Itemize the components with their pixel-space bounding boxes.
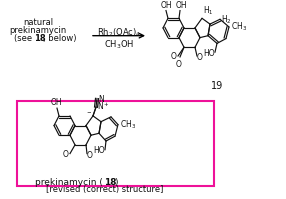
Text: (see: (see [14,34,35,43]
Text: OH: OH [175,1,187,10]
Text: natural: natural [23,18,53,27]
Text: OH: OH [160,1,172,10]
Text: O: O [171,53,177,61]
Text: 18: 18 [104,178,116,187]
Text: Rh$_2$(OAc)$_4$: Rh$_2$(OAc)$_4$ [97,27,141,39]
Text: N: N [98,95,104,104]
Text: ): ) [114,178,118,187]
Text: O: O [87,151,93,160]
Text: OH: OH [50,98,62,107]
Text: N$^+$: N$^+$ [97,100,110,112]
Text: O: O [197,53,203,62]
Text: [revised (correct) structure]: [revised (correct) structure] [46,185,164,194]
Text: H$_2$: H$_2$ [221,13,232,25]
Text: HO: HO [203,49,215,58]
Text: 18: 18 [34,34,46,43]
Text: 19: 19 [211,81,223,91]
Text: CH$_3$OH: CH$_3$OH [104,39,134,51]
Text: O: O [63,150,69,159]
Text: CH$_3$: CH$_3$ [120,118,136,131]
Text: $^-$: $^-$ [85,108,92,117]
Text: prekinamycin (: prekinamycin ( [35,178,103,187]
Text: HO: HO [93,146,105,155]
Text: CH$_3$: CH$_3$ [231,21,247,33]
Text: , below): , below) [43,34,76,43]
Bar [17,101,214,186]
Text: prekinamycin: prekinamycin [9,26,67,35]
Text: H$_1$: H$_1$ [203,5,214,17]
Text: O: O [176,60,182,69]
